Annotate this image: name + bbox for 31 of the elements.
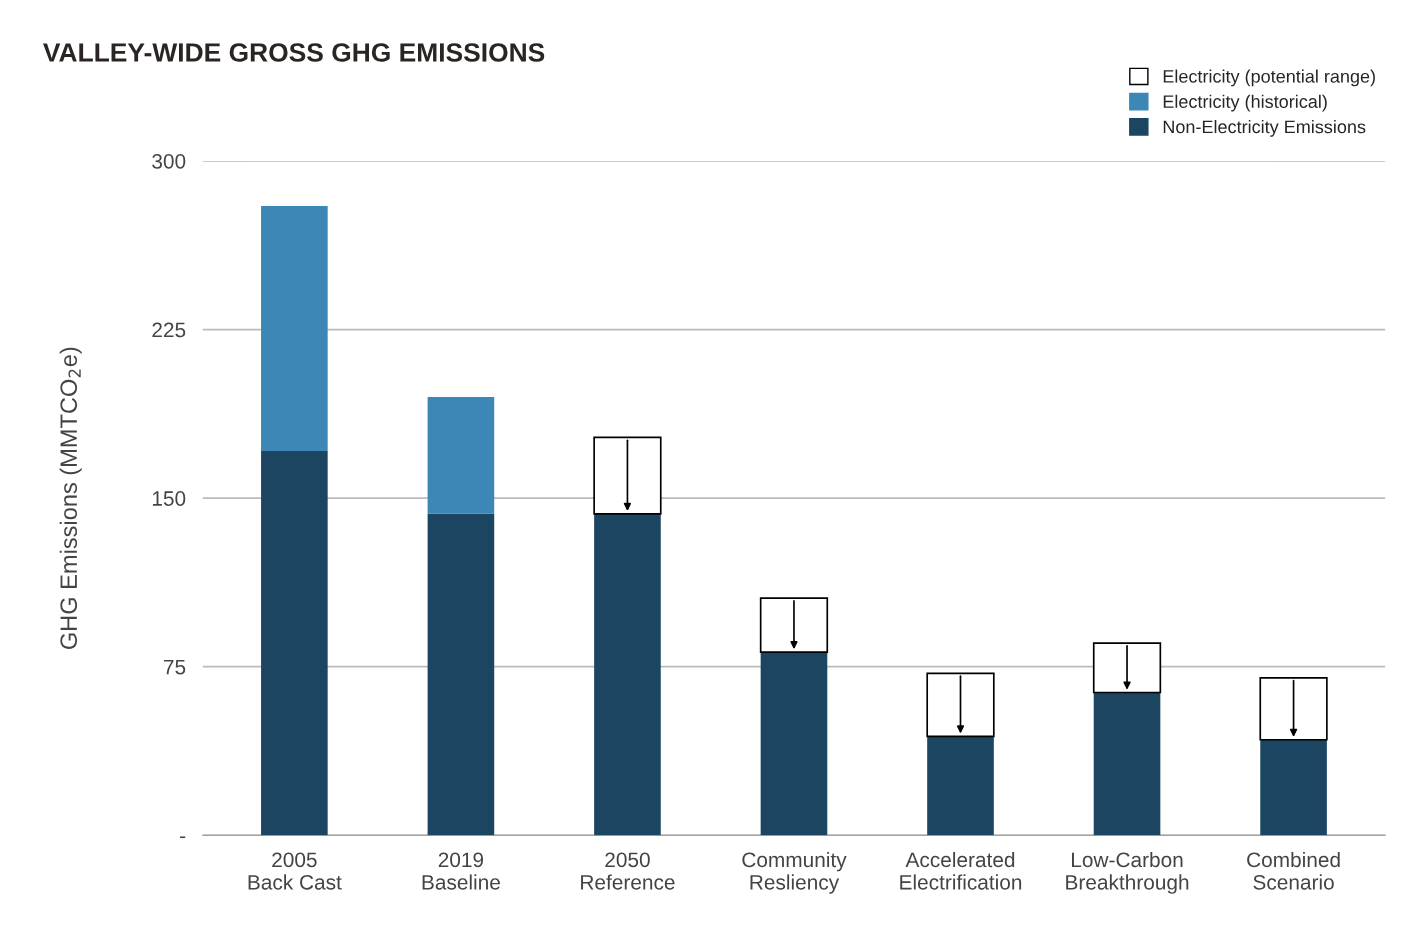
bar xyxy=(593,436,662,515)
legend-label: Electricity (historical) xyxy=(1163,94,1327,112)
bar xyxy=(594,513,661,836)
bar xyxy=(427,513,495,836)
y-tick-label: - xyxy=(180,836,186,839)
y-tick-label: 75 xyxy=(164,659,186,675)
y-tick-label: 300 xyxy=(152,153,186,169)
chart-title: VALLEY-WIDE GROSS GHG EMISSIONS xyxy=(43,43,545,62)
bar xyxy=(759,597,829,653)
bar xyxy=(1259,677,1328,741)
bar xyxy=(1093,692,1161,836)
bar xyxy=(1260,739,1327,836)
bar xyxy=(927,736,994,836)
bar xyxy=(427,396,495,514)
x-tick-label: Community Resliency xyxy=(742,851,847,894)
bar xyxy=(760,652,828,836)
bar xyxy=(261,450,328,836)
bar xyxy=(926,672,995,738)
y-tick-label: 150 xyxy=(152,491,186,506)
x-tick-label: Accelerated Electrification xyxy=(900,851,1022,890)
legend-label: Non-Electricity Emissions xyxy=(1163,119,1366,137)
y-tick-label: 225 xyxy=(152,322,186,338)
bar xyxy=(261,205,328,451)
x-tick-label: Low-Carbon Breakthrough xyxy=(1066,851,1189,894)
x-tick-label: 2005 Back Cast xyxy=(248,852,342,890)
x-tick-label: 2050 Reference xyxy=(581,852,675,890)
x-tick-label: Combined Scenario xyxy=(1247,851,1340,890)
legend-label: Electricity (potential range) xyxy=(1163,69,1375,87)
x-tick-label: 2019 Baseline xyxy=(422,852,500,890)
bar xyxy=(1092,642,1162,694)
y-axis-title: GHG Emissions (MMTCO$_{2}$e) xyxy=(59,347,82,649)
